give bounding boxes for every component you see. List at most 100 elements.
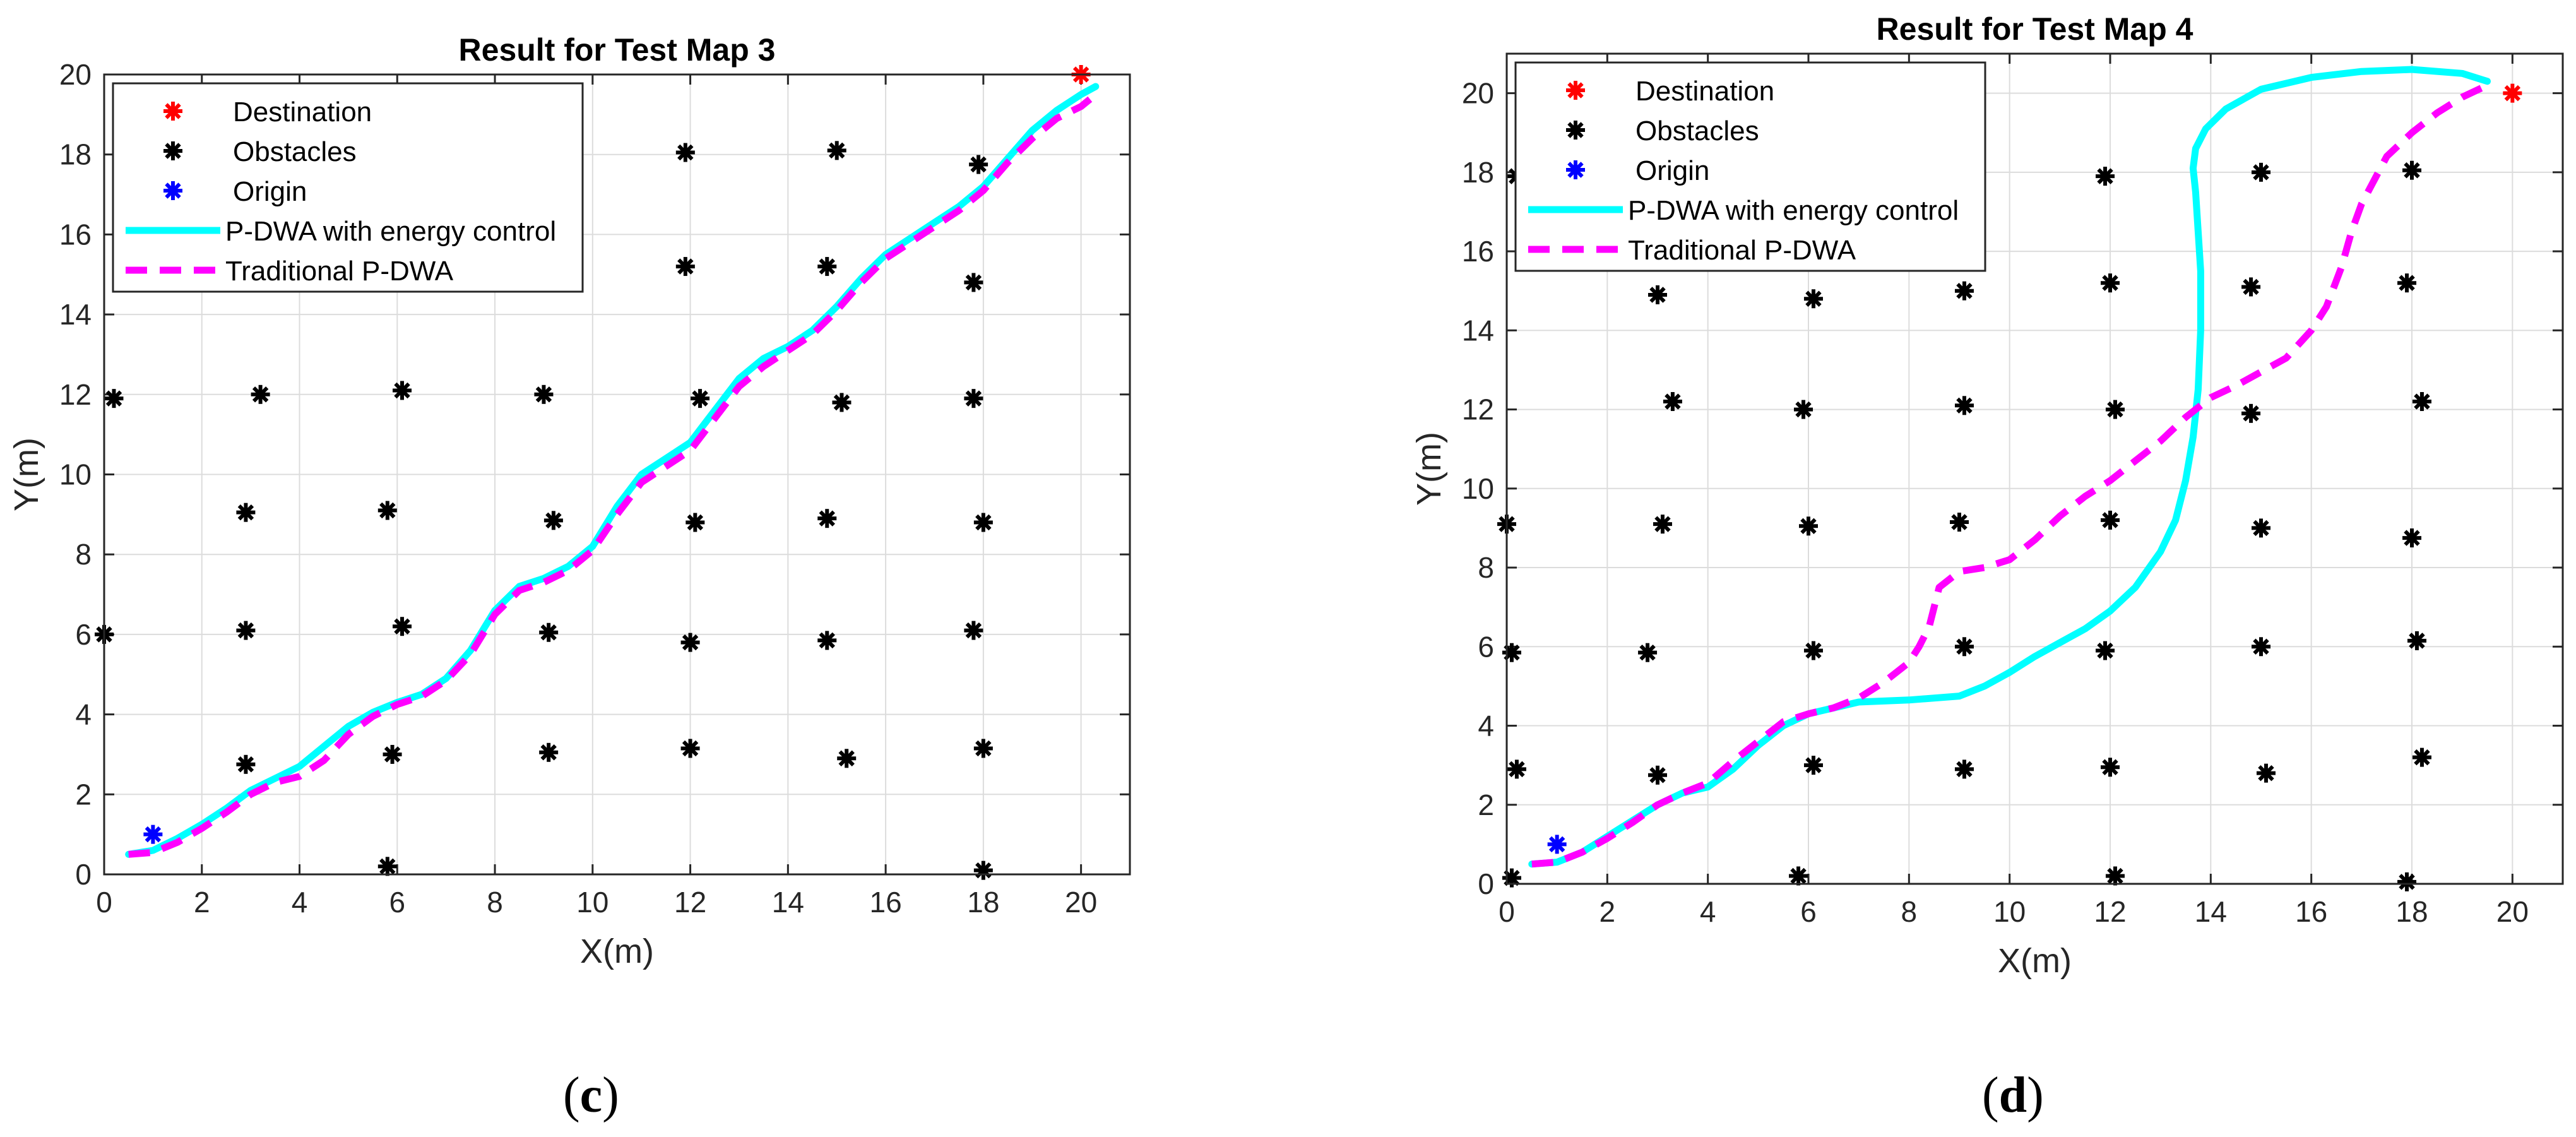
obstacle-marker [964, 389, 983, 408]
marker-stroke [252, 386, 269, 403]
marker-stroke [2414, 393, 2430, 410]
obstacle-marker [2101, 510, 2120, 530]
y-tick-label: 2 [75, 778, 92, 811]
marker-stroke [682, 634, 699, 651]
marker-stroke [1649, 767, 1666, 783]
obstacle-marker [2096, 167, 2115, 186]
marker-stroke [819, 632, 835, 649]
obstacle-marker [2256, 763, 2276, 783]
y-axis-label: Y(m) [8, 438, 45, 511]
legend-label: Destination [233, 97, 372, 128]
legend-label: Destination [1635, 76, 1774, 107]
y-tick-label: 12 [1462, 393, 1494, 426]
obstacle-marker [1502, 643, 1521, 662]
x-tick-label: 0 [96, 886, 112, 919]
obstacle-marker [236, 754, 256, 774]
y-tick-label: 10 [1462, 472, 1494, 505]
x-tick-label: 16 [870, 886, 902, 919]
obstacle-marker [973, 739, 993, 758]
obstacle-marker [539, 742, 559, 762]
y-tick-label: 20 [59, 58, 92, 91]
y-tick-label: 8 [75, 538, 92, 571]
marker-stroke [1956, 761, 1973, 778]
obstacle-marker [377, 857, 397, 876]
obstacle-marker [973, 860, 993, 880]
marker-stroke [1951, 514, 1968, 530]
legend-label: Origin [1635, 155, 1709, 186]
marker-stroke [2414, 749, 2430, 766]
marker-stroke [682, 740, 699, 757]
obstacle-marker [2101, 273, 2120, 293]
obstacle-marker [2096, 641, 2115, 660]
obstacle-marker [817, 257, 837, 277]
marker-stroke [165, 103, 181, 119]
y-tick-label: 16 [1462, 235, 1494, 268]
marker-stroke [2253, 520, 2269, 537]
marker-stroke [1956, 397, 1973, 414]
obstacle-marker [2241, 403, 2261, 423]
marker-stroke [237, 504, 254, 521]
y-tick-label: 6 [1478, 630, 1494, 663]
marker-stroke [545, 512, 562, 529]
obstacle-marker [377, 501, 397, 520]
x-tick-label: 0 [1499, 895, 1515, 928]
x-tick-label: 12 [674, 886, 706, 919]
x-tick-label: 6 [1800, 895, 1817, 928]
obstacle-marker [2402, 160, 2421, 180]
obstacle-marker [2397, 273, 2417, 293]
obstacle-marker [251, 384, 270, 404]
axes-box [103, 73, 1131, 876]
series-path-traditional [128, 95, 1093, 858]
y-tick-label: 18 [1462, 156, 1494, 189]
marker-stroke [105, 390, 122, 407]
obstacle-marker [2252, 518, 2270, 538]
obstacle-marker [2252, 637, 2270, 657]
legend-label: Obstacles [1635, 116, 1759, 146]
marker-stroke [237, 622, 254, 639]
marker-stroke [838, 750, 855, 767]
marker-stroke [2102, 759, 2118, 776]
marker-stroke [379, 502, 396, 519]
legend-label: Traditional P-DWA [225, 256, 454, 287]
legend: Destination Obstacles Origin P-DWA with ene… [112, 82, 584, 293]
x-tick-label: 4 [292, 886, 308, 919]
obstacle-marker [2397, 872, 2417, 891]
legend-marker-origin [163, 181, 182, 200]
legend-label: Origin [233, 176, 307, 207]
marker-stroke [2404, 530, 2420, 546]
legend-marker-obstacles [1566, 121, 1585, 140]
y-tick-label: 0 [75, 858, 92, 891]
obstacle-marker [383, 744, 402, 764]
obstacle-marker [1803, 289, 1823, 309]
obstacle-marker [1954, 759, 1974, 779]
marker-stroke [2107, 867, 2123, 884]
obstacle-marker [969, 155, 988, 174]
obstacle-marker [2105, 866, 2125, 886]
obstacle-marker [393, 617, 412, 636]
obstacle-marker [2101, 758, 2120, 777]
marker-stroke [1654, 516, 1671, 532]
marker-stroke [2243, 405, 2259, 422]
x-axis-label: X(m) [580, 932, 654, 970]
obstacle-marker [1648, 765, 1667, 785]
y-tick-label: 2 [1478, 789, 1494, 821]
legend: Destination Obstacles Origin P-DWA with ene… [1514, 61, 1986, 272]
marker-stroke [1649, 287, 1666, 303]
marker-stroke [1567, 122, 1584, 138]
chart-title: Result for Test Map 3 [459, 32, 776, 68]
marker-stroke [819, 510, 835, 527]
x-tick-label: 18 [967, 886, 999, 919]
obstacle-marker [1648, 285, 1667, 304]
x-tick-label: 4 [1700, 895, 1716, 928]
obstacle-marker [2402, 528, 2421, 548]
obstacle-marker [675, 257, 695, 277]
marker-stroke [394, 382, 410, 399]
marker-stroke [379, 858, 396, 875]
marker-stroke [384, 746, 401, 763]
y-axis-label: Y(m) [1410, 432, 1448, 506]
chart-panel-c: 0 2 4 6 8 10 12 14 16 18 20 0 2 4 6 8 10 12 14 16 18 20 Result… [8, 32, 1131, 970]
obstacle-marker [680, 633, 700, 652]
y-tick-label: 10 [59, 458, 92, 491]
y-tick-label: 12 [59, 378, 92, 411]
legend-label: Obstacles [233, 136, 357, 167]
